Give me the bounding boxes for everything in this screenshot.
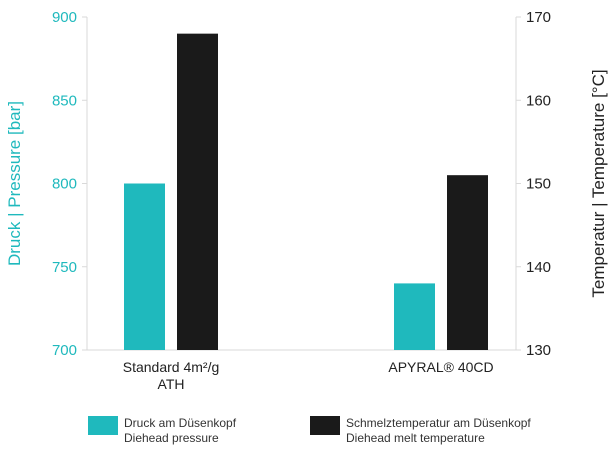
legend-entry: Druck am Düsenkopf Diehead pressure (124, 416, 237, 445)
temperature-bar (447, 175, 488, 350)
category-label: APYRAL® 40CD (388, 359, 493, 375)
legend-entry: Schmelztemperatur am Düsenkopf Diehead me… (346, 416, 531, 445)
y-axis-left-label: Druck | Pressure [bar] (5, 101, 24, 266)
y-left-tick-label: 750 (52, 259, 77, 276)
pressure-bar (124, 183, 165, 350)
legend-swatch (310, 416, 340, 435)
y-left-tick-label: 900 (52, 9, 77, 26)
y-left-tick-label: 800 (52, 176, 77, 193)
category-labels: Standard 4m²/g ATH APYRAL® 40CD (123, 359, 494, 392)
y-right-tick-label: 170 (526, 9, 551, 26)
y-left-tick-label: 850 (52, 92, 77, 109)
chart-ticks: 700 750 800 850 900 130 140 150 160 170 (52, 9, 551, 359)
y-right-tick-label: 160 (526, 92, 551, 109)
y-right-tick-label: 140 (526, 259, 551, 276)
pressure-bar (394, 283, 435, 350)
temperature-bar (177, 33, 218, 351)
y-axis-right-label: Temperatur | Temperature [°C] (589, 69, 608, 297)
chart-legend: Druck am Düsenkopf Diehead pressure Schmel… (88, 416, 531, 445)
legend-swatch (88, 416, 118, 435)
y-right-tick-label: 150 (526, 176, 551, 193)
y-left-tick-label: 700 (52, 342, 77, 359)
chart-bars (124, 33, 488, 351)
y-right-tick-label: 130 (526, 342, 551, 359)
category-label: Standard 4m²/g ATH (123, 359, 220, 392)
